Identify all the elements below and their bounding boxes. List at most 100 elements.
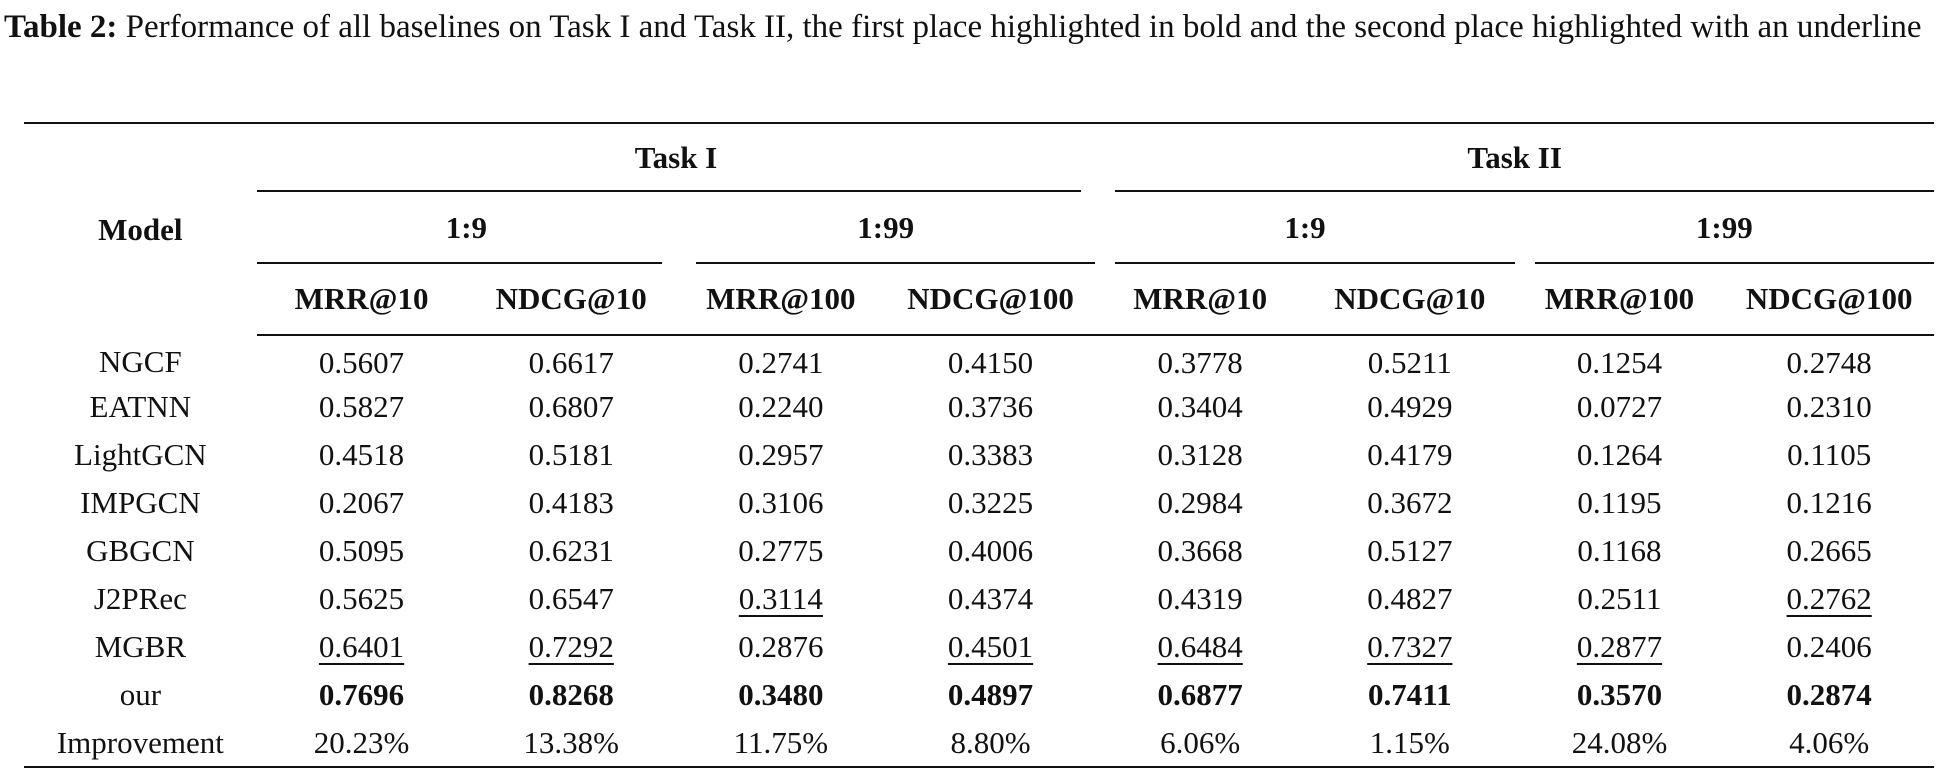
value-cell: 0.5181	[466, 431, 676, 479]
metric-header: NDCG@100	[1724, 264, 1934, 336]
value-cell: 0.3114	[676, 575, 886, 623]
value-text: 0.6877	[1157, 677, 1243, 712]
table-row: J2PRec 0.5625 0.6547 0.3114 0.4374 0.4319 0.48…	[24, 575, 1934, 623]
value-cell: 0.2748	[1724, 335, 1934, 383]
value-text: 0.2741	[738, 344, 824, 380]
value-cell: 0.1264	[1515, 431, 1725, 479]
value-text: 0.5095	[318, 533, 405, 568]
value-text: 0.8268	[528, 677, 614, 712]
value-text: 0.7292	[528, 629, 614, 664]
model-name-cell: GBGCN	[86, 533, 195, 568]
value-cell: 0.4183	[466, 479, 676, 527]
value-text: 13.38%	[523, 724, 619, 760]
table-row: NGCF 0.5607 0.6617 0.2741 0.4150 0.3778 0.5211…	[24, 335, 1934, 383]
value-text: 0.3404	[1157, 389, 1243, 424]
value-cell: 0.7292	[466, 623, 676, 671]
value-text: 0.2240	[738, 389, 824, 424]
caption-label: Table 2:	[4, 9, 118, 45]
value-text: 0.1195	[1577, 485, 1662, 520]
value-cell: 0.6547	[466, 575, 676, 623]
value-cell: 0.1254	[1515, 335, 1725, 383]
value-cell: 0.1195	[1515, 479, 1725, 527]
value-text: 0.5625	[318, 581, 405, 616]
value-cell: 0.7327	[1305, 623, 1515, 671]
value-text: 0.6807	[528, 389, 614, 424]
value-cell: 0.3480	[676, 671, 886, 719]
task1-header: Task I	[256, 124, 1096, 192]
value-cell: 0.1105	[1724, 431, 1934, 479]
value-text: 0.1216	[1786, 485, 1872, 520]
value-cell: 0.2775	[676, 527, 886, 575]
value-cell: 0.4150	[886, 335, 1096, 383]
value-text: 6.06%	[1160, 724, 1241, 760]
value-text: 0.6617	[528, 344, 614, 380]
model-name-cell: MGBR	[94, 629, 187, 664]
value-text: 0.5211	[1367, 344, 1452, 380]
value-cell: 0.2874	[1724, 671, 1934, 719]
value-cell: 0.3225	[886, 479, 1096, 527]
value-text: 0.4827	[1367, 581, 1453, 616]
value-text: 0.3778	[1157, 344, 1243, 380]
value-text: 0.2511	[1577, 581, 1662, 616]
value-cell: 0.5625	[257, 575, 467, 623]
value-cell: 0.6231	[466, 527, 676, 575]
model-name-cell: NGCF	[99, 344, 182, 379]
value-cell: 0.4827	[1305, 575, 1515, 623]
value-cell: 0.3672	[1305, 479, 1515, 527]
value-cell: 0.5095	[257, 527, 467, 575]
value-cell: 0.2665	[1724, 527, 1934, 575]
value-text: 0.2775	[738, 533, 824, 568]
value-cell: 0.2067	[257, 479, 467, 527]
table-row: IMPGCN 0.2067 0.4183 0.3106 0.3225 0.2984 0.36…	[24, 479, 1934, 527]
value-cell: 0.3404	[1095, 383, 1305, 431]
value-text: 4.06%	[1789, 724, 1870, 760]
value-cell: 0.6807	[466, 383, 676, 431]
value-cell: 0.2741	[676, 335, 886, 383]
value-text: 0.6484	[1157, 629, 1243, 664]
value-text: 0.3383	[947, 437, 1034, 472]
value-text: 0.7327	[1367, 629, 1453, 664]
value-text: 8.80%	[950, 724, 1031, 760]
value-cell: 0.5827	[257, 383, 467, 431]
value-text: 0.3570	[1576, 677, 1663, 712]
value-text: 0.1254	[1576, 344, 1663, 380]
value-text: 24.08%	[1571, 724, 1668, 760]
value-cell: 0.2957	[676, 431, 886, 479]
value-text: 11.75%	[733, 724, 829, 760]
value-cell: 0.1216	[1724, 479, 1934, 527]
table-row: GBGCN 0.5095 0.6231 0.2775 0.4006 0.3668 0.512…	[24, 527, 1934, 575]
value-cell: 0.2984	[1095, 479, 1305, 527]
value-text: 0.6231	[528, 533, 614, 568]
value-cell: 0.4374	[886, 575, 1096, 623]
value-cell: 0.7411	[1305, 671, 1515, 719]
metric-header: MRR@100	[1514, 264, 1725, 336]
value-cell: 0.7696	[257, 671, 467, 719]
model-name-cell: our	[119, 677, 162, 712]
value-cell: 0.6401	[257, 623, 467, 671]
value-text: 0.3106	[738, 485, 824, 520]
value-cell: 0.1168	[1515, 527, 1725, 575]
value-text: 0.4518	[318, 437, 405, 472]
value-text: 0.2762	[1786, 581, 1872, 616]
value-cell: 0.3668	[1095, 527, 1305, 575]
value-cell: 8.80%	[885, 719, 1096, 768]
table-caption: Table 2: Performance of all baselines on…	[4, 6, 1954, 49]
value-text: 0.2874	[1786, 677, 1872, 712]
value-cell: 1.15%	[1305, 719, 1515, 768]
value-text: 0.3480	[738, 677, 824, 712]
value-cell: 0.2877	[1515, 623, 1725, 671]
metric-header: MRR@100	[676, 264, 886, 336]
value-text: 0.2406	[1786, 629, 1872, 664]
value-text: 1.15%	[1369, 724, 1450, 760]
value-cell: 0.3383	[886, 431, 1096, 479]
model-name-cell: LightGCN	[74, 437, 207, 472]
value-cell: 0.0727	[1515, 383, 1725, 431]
value-text: 0.2665	[1786, 533, 1872, 568]
value-text: 0.5127	[1367, 533, 1453, 568]
value-cell: 0.4179	[1305, 431, 1515, 479]
value-cell: 24.08%	[1514, 719, 1725, 768]
value-cell: 0.3128	[1095, 431, 1305, 479]
metric-header: NDCG@10	[1305, 264, 1515, 336]
value-cell: 0.6617	[466, 335, 676, 383]
value-cell: 13.38%	[466, 719, 677, 768]
